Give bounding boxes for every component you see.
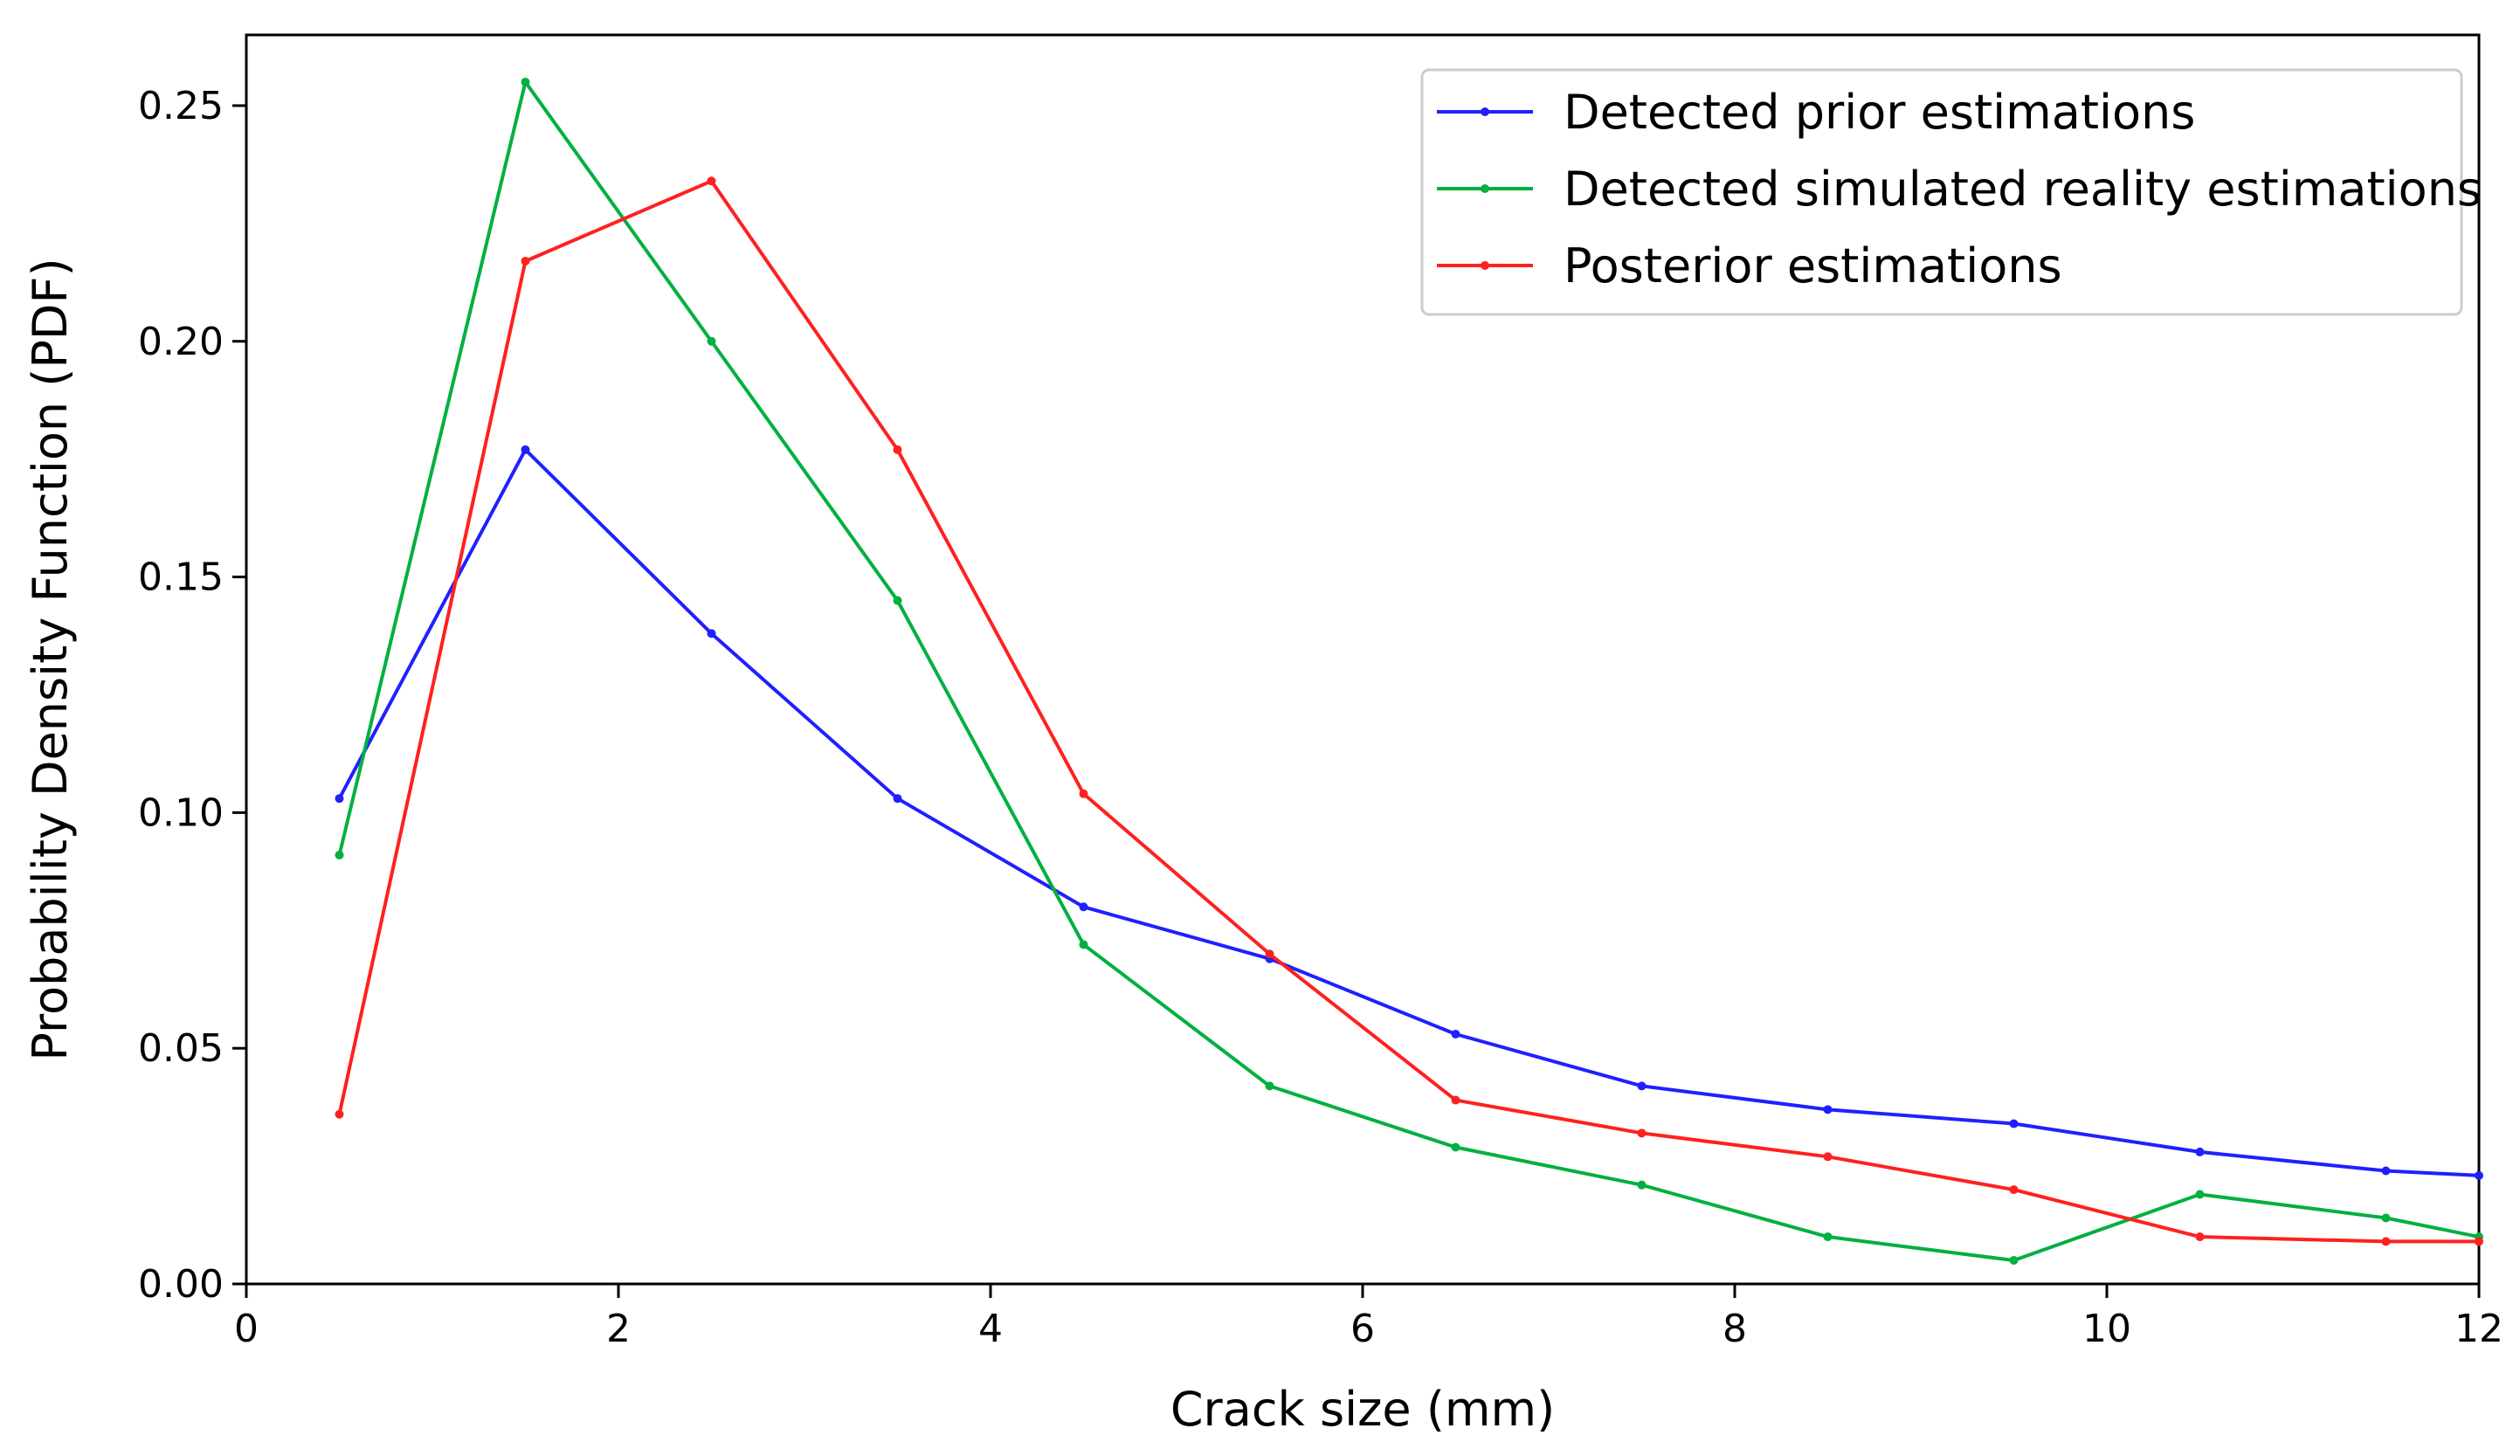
y-axis-ticks: 0.00 0.05 0.10 0.15 0.20 0.25: [138, 84, 246, 1307]
legend: Detected prior estimations Detected simul…: [1420, 68, 2482, 316]
legend-item: Posterior estimations: [1437, 238, 2062, 293]
data-point: [1265, 1081, 1274, 1091]
data-point: [707, 336, 716, 346]
data-point: [1823, 1105, 1833, 1114]
data-point: [1637, 1128, 1647, 1138]
data-point: [893, 445, 902, 454]
series-line: [337, 179, 2479, 1244]
data-point: [1451, 1142, 1460, 1152]
legend-box: [1420, 68, 2463, 316]
data-point: [1823, 1232, 1833, 1242]
x-tick-label: 10: [2082, 1307, 2131, 1351]
data-point: [2475, 1237, 2483, 1246]
legend-marker: [1481, 261, 1489, 270]
data-point: [1451, 1095, 1460, 1105]
data-point: [2009, 1119, 2019, 1128]
x-tick-label: 2: [606, 1307, 631, 1351]
data-point: [2381, 1237, 2391, 1246]
legend-item: Detected simulated reality estimations: [1437, 162, 2482, 217]
x-axis-ticks: 0 2 4 6 8 10 12: [234, 1284, 2503, 1351]
data-point: [893, 794, 902, 804]
data-point: [1079, 902, 1088, 912]
data-point: [335, 850, 344, 859]
y-tick-label: 0.20: [138, 320, 224, 364]
data-point: [1079, 789, 1088, 798]
data-point: [707, 176, 716, 186]
data-point: [1823, 1152, 1833, 1162]
y-tick-label: 0.25: [138, 84, 224, 128]
data-point: [1637, 1180, 1647, 1190]
data-point: [2475, 1170, 2483, 1180]
data-point: [521, 77, 530, 86]
data-point: [2381, 1166, 2391, 1176]
series-1: [335, 445, 2483, 1180]
y-tick-label: 0.05: [138, 1026, 224, 1071]
y-tick-label: 0.10: [138, 790, 224, 835]
data-point: [1265, 949, 1274, 959]
data-point: [521, 257, 530, 266]
data-point: [707, 629, 716, 638]
data-point: [2195, 1232, 2205, 1242]
data-point: [2195, 1190, 2205, 1199]
series-line: [337, 447, 2480, 1177]
series-2: [335, 77, 2483, 1266]
y-tick-label: 0.00: [138, 1262, 224, 1307]
legend-marker: [1481, 184, 1489, 193]
data-point: [335, 1109, 344, 1119]
x-tick-label: 8: [1723, 1307, 1747, 1351]
data-point: [2009, 1256, 2019, 1266]
data-point: [335, 794, 344, 804]
legend-items: Detected prior estimations Detected simul…: [1437, 85, 2482, 293]
x-tick-label: 12: [2454, 1307, 2503, 1351]
x-tick-label: 0: [234, 1307, 259, 1351]
data-point: [893, 596, 902, 605]
y-tick-label: 0.15: [138, 555, 224, 600]
data-point: [2009, 1185, 2019, 1195]
y-axis-title: Probability Density Function (PDF): [23, 258, 78, 1060]
legend-label: Detected simulated reality estimations: [1564, 162, 2482, 217]
legend-label: Detected prior estimations: [1564, 85, 2195, 140]
data-point: [1079, 940, 1088, 949]
legend-marker: [1481, 107, 1489, 116]
x-tick-label: 4: [978, 1307, 1003, 1351]
data-point: [1637, 1081, 1647, 1091]
x-tick-label: 6: [1350, 1307, 1375, 1351]
series-layer: [335, 77, 2483, 1266]
data-point: [2381, 1213, 2391, 1223]
data-point: [521, 445, 530, 454]
data-point: [1451, 1030, 1460, 1039]
series-3: [335, 176, 2483, 1246]
x-axis-title: Crack size (mm): [1170, 1382, 1555, 1437]
legend-item: Detected prior estimations: [1437, 85, 2195, 140]
data-point: [2195, 1147, 2205, 1156]
legend-label: Posterior estimations: [1564, 238, 2062, 293]
